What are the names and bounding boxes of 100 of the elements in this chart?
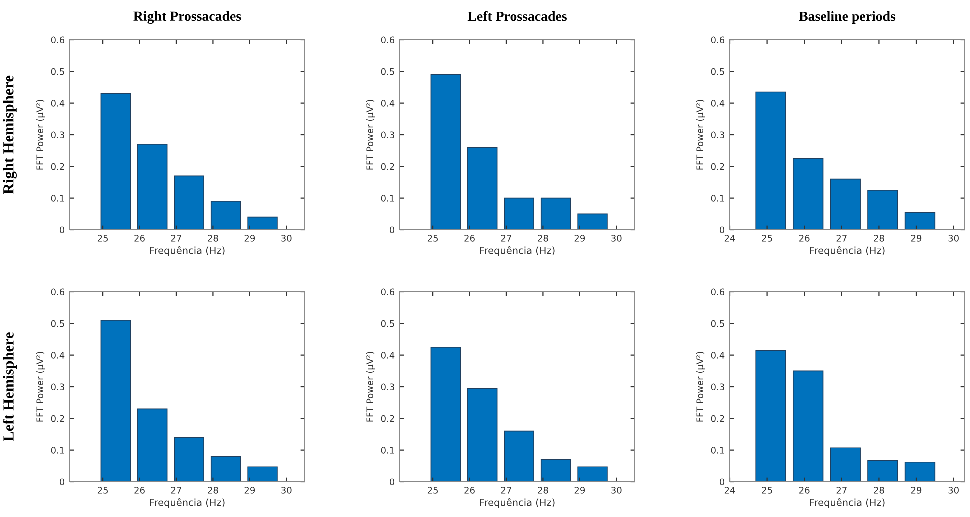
x-tick-label: 29 — [911, 235, 922, 242]
bar — [578, 214, 608, 230]
y-tick-label: 0 — [390, 478, 395, 486]
y-tick-label: 0.5 — [381, 320, 394, 328]
x-tick-label: 29 — [574, 487, 586, 494]
x-tick-label: 27 — [171, 487, 182, 494]
x-tick-label: 26 — [800, 487, 810, 494]
x-tick-label: 29 — [574, 235, 586, 242]
y-tick-label: 0.2 — [381, 163, 394, 170]
bar — [540, 459, 572, 482]
x-tick-label: 28 — [208, 235, 218, 242]
x-tick-label: 26 — [464, 235, 475, 242]
y-tick-label: 0.1 — [711, 447, 724, 454]
x-tick-label: 28 — [538, 487, 548, 494]
y-tick-label: 0.6 — [51, 36, 65, 44]
y-tick-label: 0.6 — [711, 36, 725, 44]
y-tick-label: 0.2 — [711, 415, 724, 422]
bar — [174, 437, 204, 482]
y-tick-label: 0.2 — [51, 163, 64, 170]
x-tick-label: 27 — [501, 487, 512, 494]
y-tick-label: 0 — [60, 226, 65, 234]
y-tick-label: 0.5 — [711, 68, 724, 76]
y-tick-label: 0.1 — [51, 195, 64, 202]
x-tick-label: 29 — [911, 487, 922, 494]
text: Right Hemisphere — [3, 76, 17, 194]
y-tick-label: 0.2 — [51, 415, 64, 422]
y-tick-label: 0.4 — [711, 100, 725, 107]
x-tick-label: 25 — [98, 487, 108, 494]
x-tick-label: 28 — [874, 235, 884, 242]
x-tick-label: 25 — [428, 235, 438, 242]
y-tick-label: 0.5 — [711, 320, 724, 328]
x-tick-label: 25 — [762, 487, 772, 494]
y-tick-label: 0.3 — [51, 132, 64, 139]
bar — [792, 158, 824, 230]
bar — [792, 370, 824, 482]
y-tick-label: 0.1 — [51, 447, 64, 454]
bar — [904, 462, 936, 482]
x-tick-label: 25 — [98, 235, 108, 242]
bar — [504, 198, 534, 230]
y-tick-label: 0.4 — [711, 352, 725, 359]
y-tick-label: 0.4 — [381, 352, 395, 359]
bar — [174, 176, 204, 230]
x-tick-label: 29 — [244, 487, 256, 494]
x-tick-label: 28 — [208, 487, 218, 494]
y-tick-label: 0.3 — [51, 384, 64, 391]
y-tick-label: 0 — [60, 478, 65, 486]
x-tick-label: 27 — [836, 487, 847, 494]
y-tick-label: 0.1 — [381, 195, 394, 202]
y-tick-label: 0.1 — [711, 195, 724, 202]
y-tick-label: 0.3 — [381, 384, 394, 391]
bar — [830, 448, 861, 482]
x-tick-label: 26 — [800, 235, 810, 242]
y-tick-label: 0.3 — [711, 384, 724, 391]
y-axis-title: FFT Power (μV²) — [696, 352, 706, 422]
bar — [868, 460, 898, 482]
x-axis-title: Frequência (Hz) — [810, 498, 885, 508]
bar — [248, 466, 278, 482]
x-tick-label: 24 — [724, 235, 736, 242]
bar — [468, 147, 498, 230]
bar — [578, 466, 608, 482]
text: Left Hemisphere — [2, 332, 18, 442]
x-tick-label: 26 — [134, 487, 145, 494]
bar — [468, 388, 498, 482]
chart-title: Baseline periods — [799, 11, 896, 24]
y-axis-title: FFT Power (μV²) — [696, 100, 706, 170]
x-tick-label: 26 — [464, 487, 475, 494]
x-axis-title: Frequência (Hz) — [150, 498, 225, 508]
bar — [430, 74, 462, 230]
bar — [138, 144, 168, 230]
bar — [756, 92, 786, 230]
y-tick-label: 0.5 — [51, 68, 64, 76]
y-tick-label: 0.4 — [381, 100, 395, 107]
y-tick-label: 0.3 — [381, 132, 394, 139]
y-tick-label: 0.1 — [381, 447, 394, 454]
y-tick-label: 0.2 — [381, 415, 394, 422]
x-tick-label: 30 — [612, 235, 622, 242]
bar — [248, 216, 278, 230]
x-tick-label: 30 — [612, 487, 622, 494]
bar — [904, 212, 936, 230]
y-tick-label: 0.6 — [381, 36, 395, 44]
x-tick-label: 25 — [762, 235, 772, 242]
x-tick-label: 27 — [501, 235, 512, 242]
bar — [868, 190, 898, 230]
y-tick-label: 0.4 — [51, 100, 65, 107]
y-tick-label: 0.6 — [51, 288, 65, 296]
x-tick-label: 29 — [244, 235, 256, 242]
y-axis-title: FFT Power (μV²) — [36, 100, 46, 170]
y-tick-label: 0 — [720, 478, 725, 486]
bar — [756, 350, 786, 482]
y-tick-label: 0.6 — [381, 288, 395, 296]
y-tick-label: 0.4 — [51, 352, 65, 359]
x-axis-title: Frequência (Hz) — [480, 498, 555, 508]
bar — [210, 201, 242, 230]
y-tick-label: 0 — [720, 226, 725, 234]
bar — [138, 408, 168, 482]
x-tick-label: 28 — [874, 487, 884, 494]
y-tick-label: 0.3 — [711, 132, 724, 139]
y-tick-label: 0.2 — [711, 163, 724, 170]
x-axis-title: Frequência (Hz) — [810, 246, 885, 256]
x-tick-label: 30 — [948, 487, 959, 494]
